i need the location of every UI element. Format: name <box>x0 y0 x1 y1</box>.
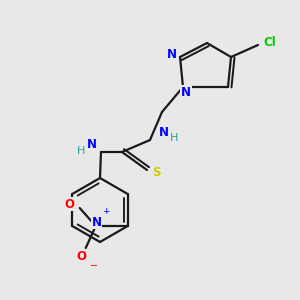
Text: −: − <box>90 261 98 271</box>
Text: O: O <box>77 250 87 262</box>
Text: O: O <box>65 197 75 211</box>
Text: H: H <box>77 146 85 156</box>
Text: Cl: Cl <box>264 37 276 50</box>
Text: H: H <box>170 133 178 143</box>
Text: N: N <box>167 49 177 62</box>
Text: N: N <box>87 139 97 152</box>
Text: N: N <box>181 85 191 98</box>
Text: N: N <box>92 215 102 229</box>
Text: N: N <box>159 125 169 139</box>
Text: S: S <box>152 167 160 179</box>
Text: +: + <box>102 208 110 217</box>
